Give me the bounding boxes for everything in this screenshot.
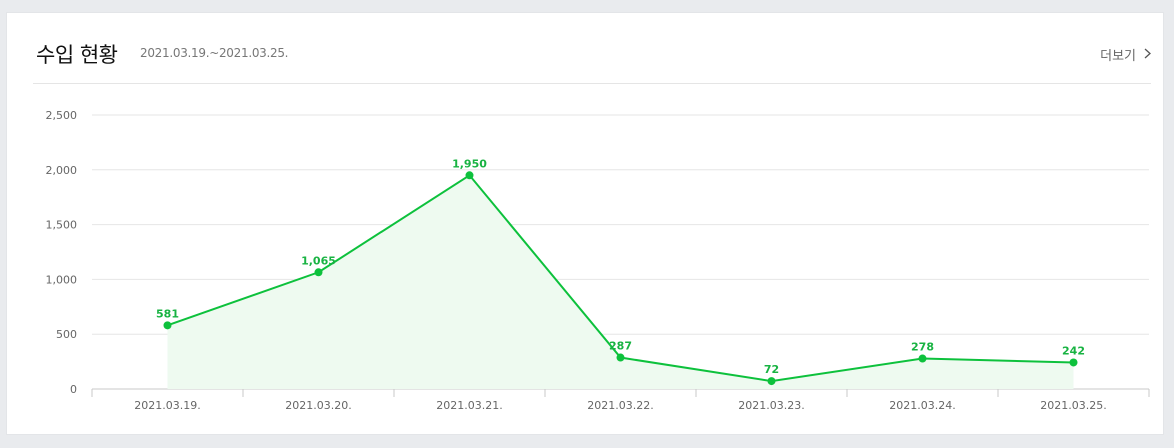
data-point (1069, 358, 1078, 367)
y-tick-label: 0 (70, 383, 77, 396)
more-link-label: 더보기 (1100, 49, 1136, 64)
y-tick-label: 2,500 (46, 109, 78, 122)
header-divider (33, 83, 1151, 84)
x-tick-label: 2021.03.20. (285, 399, 351, 412)
x-tick-label: 2021.03.23. (738, 399, 804, 412)
x-tick-label: 2021.03.24. (889, 399, 955, 412)
x-tick-label: 2021.03.21. (436, 399, 502, 412)
data-point (767, 377, 776, 386)
data-point (314, 268, 323, 277)
more-link[interactable]: 더보기 (1100, 45, 1151, 64)
data-point (918, 354, 927, 363)
y-tick-label: 1,000 (46, 273, 78, 286)
card-title: 수입 현황 (36, 43, 118, 67)
y-tick-label: 2,000 (46, 164, 78, 177)
income-line-chart: 0 500 1,000 1,500 2,000 2,500 581 2021.03.19. 1,… (46, 109, 1150, 412)
data-label: 287 (609, 340, 632, 353)
data-point (163, 321, 172, 330)
data-label: 581 (156, 307, 179, 320)
data-point (465, 171, 474, 180)
data-label: 278 (911, 341, 934, 354)
data-label: 72 (764, 363, 779, 376)
y-tick-label: 500 (56, 328, 77, 341)
x-tick-label: 2021.03.22. (587, 399, 653, 412)
income-status-card: 수입 현황 2021.03.19.~2021.03.25. 더보기 0 500 1,… (6, 12, 1164, 435)
data-label: 1,065 (301, 254, 336, 267)
card-header: 수입 현황 2021.03.19.~2021.03.25. 더보기 (7, 13, 1163, 85)
data-point (616, 353, 625, 362)
series-area (167, 175, 1074, 389)
chevron-right-icon (1144, 48, 1151, 62)
data-label: 1,950 (452, 157, 487, 170)
data-label: 242 (1062, 344, 1085, 357)
x-tick-label: 2021.03.19. (134, 399, 200, 412)
y-tick-label: 1,500 (46, 219, 78, 232)
date-range: 2021.03.19.~2021.03.25. (140, 46, 289, 60)
x-tick-label: 2021.03.25. (1040, 399, 1106, 412)
